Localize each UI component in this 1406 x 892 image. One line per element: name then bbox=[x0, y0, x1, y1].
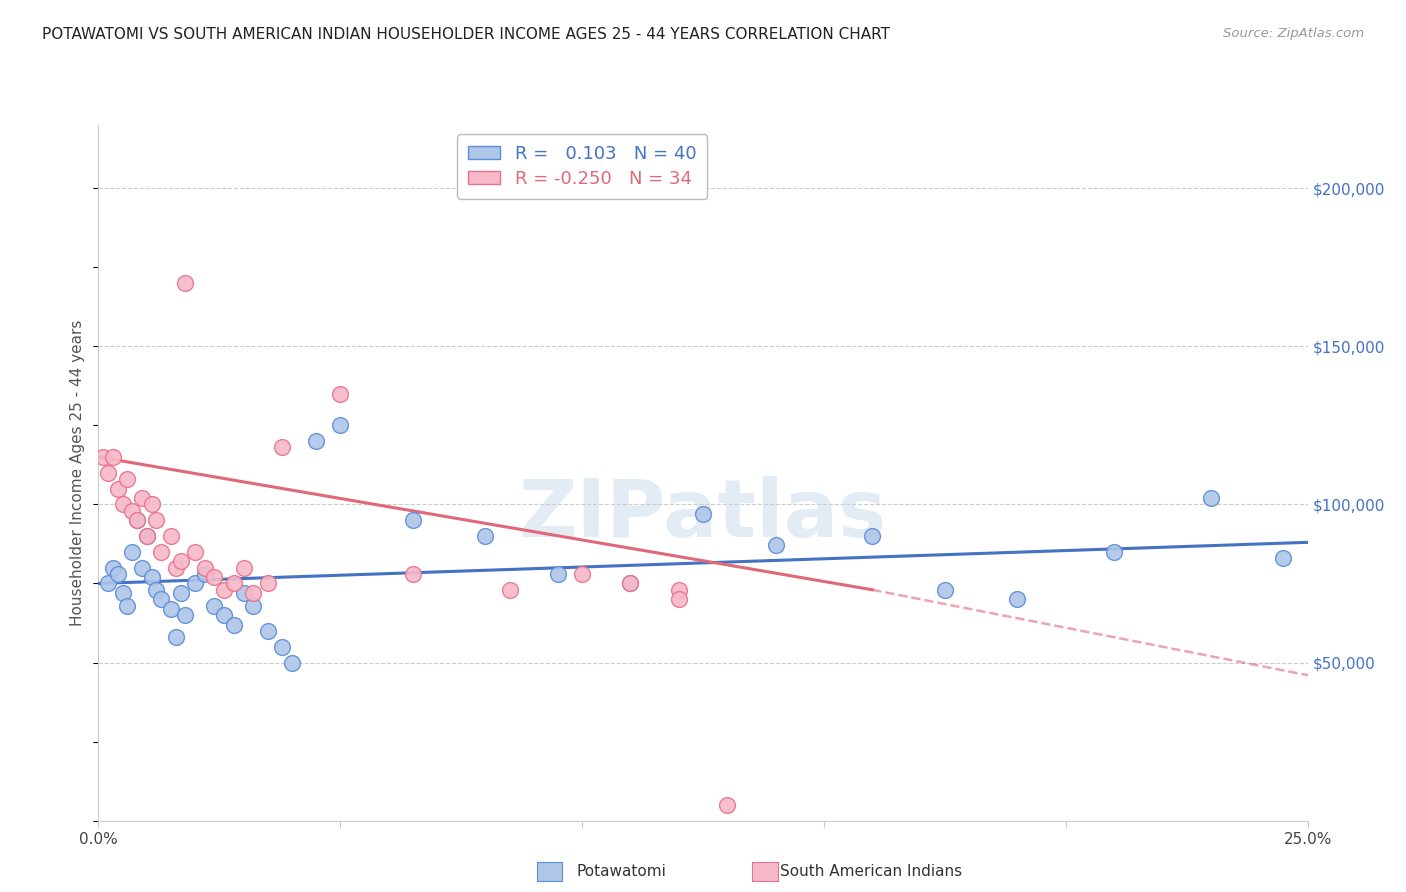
Point bbox=[101, 560, 124, 574]
Point bbox=[668, 592, 690, 607]
Point bbox=[184, 545, 207, 559]
Point bbox=[111, 497, 134, 511]
Point bbox=[131, 491, 153, 505]
Point bbox=[232, 586, 254, 600]
Point bbox=[127, 513, 149, 527]
Point bbox=[97, 576, 120, 591]
Point bbox=[329, 386, 352, 401]
Point bbox=[194, 560, 217, 574]
Point bbox=[160, 529, 183, 543]
Point bbox=[212, 582, 235, 597]
Point bbox=[242, 599, 264, 613]
Point bbox=[765, 539, 787, 553]
Point bbox=[329, 418, 352, 433]
Point bbox=[174, 276, 197, 290]
Point bbox=[222, 576, 245, 591]
Point bbox=[222, 617, 245, 632]
Legend: R =   0.103   N = 40, R = -0.250   N = 34: R = 0.103 N = 40, R = -0.250 N = 34 bbox=[457, 134, 707, 199]
Point bbox=[135, 529, 157, 543]
Point bbox=[107, 482, 129, 496]
Point bbox=[101, 450, 124, 464]
Point bbox=[91, 450, 114, 464]
Point bbox=[232, 560, 254, 574]
Text: Potawatomi: Potawatomi bbox=[576, 864, 666, 879]
Point bbox=[141, 497, 163, 511]
Point bbox=[204, 599, 226, 613]
Point bbox=[165, 630, 187, 644]
Point bbox=[619, 576, 641, 591]
Point bbox=[571, 566, 593, 581]
Point bbox=[256, 624, 278, 638]
Point bbox=[271, 640, 294, 654]
Point bbox=[305, 434, 328, 449]
Point bbox=[107, 566, 129, 581]
Point bbox=[169, 586, 191, 600]
Point bbox=[498, 582, 520, 597]
Point bbox=[169, 554, 191, 568]
Point bbox=[174, 608, 197, 623]
Point bbox=[150, 592, 173, 607]
Point bbox=[145, 513, 167, 527]
Point bbox=[547, 566, 569, 581]
Point bbox=[1272, 551, 1295, 566]
Point bbox=[117, 472, 139, 486]
Text: ZIPatlas: ZIPatlas bbox=[519, 475, 887, 554]
Point bbox=[160, 601, 183, 615]
Point bbox=[402, 513, 425, 527]
Point bbox=[97, 466, 120, 480]
Point bbox=[619, 576, 641, 591]
Point bbox=[145, 582, 167, 597]
Point bbox=[184, 576, 207, 591]
Point bbox=[271, 441, 294, 455]
Point bbox=[1102, 545, 1125, 559]
Point bbox=[135, 529, 157, 543]
Point bbox=[256, 576, 278, 591]
Point bbox=[141, 570, 163, 584]
Point bbox=[692, 507, 714, 521]
Point bbox=[1199, 491, 1222, 505]
Point bbox=[121, 545, 143, 559]
Text: Source: ZipAtlas.com: Source: ZipAtlas.com bbox=[1223, 27, 1364, 40]
Point bbox=[242, 586, 264, 600]
Text: POTAWATOMI VS SOUTH AMERICAN INDIAN HOUSEHOLDER INCOME AGES 25 - 44 YEARS CORREL: POTAWATOMI VS SOUTH AMERICAN INDIAN HOUS… bbox=[42, 27, 890, 42]
Point bbox=[402, 566, 425, 581]
Point bbox=[117, 599, 139, 613]
Point bbox=[934, 582, 956, 597]
Point bbox=[860, 529, 883, 543]
Point bbox=[281, 656, 304, 670]
Point bbox=[212, 608, 235, 623]
Point bbox=[165, 560, 187, 574]
Y-axis label: Householder Income Ages 25 - 44 years: Householder Income Ages 25 - 44 years bbox=[70, 319, 86, 626]
Point bbox=[111, 586, 134, 600]
Point bbox=[131, 560, 153, 574]
Point bbox=[204, 570, 226, 584]
Point bbox=[1007, 592, 1029, 607]
Point bbox=[716, 797, 738, 812]
Point bbox=[121, 504, 143, 518]
Text: South American Indians: South American Indians bbox=[780, 864, 963, 879]
Point bbox=[474, 529, 496, 543]
Point bbox=[127, 513, 149, 527]
Point bbox=[150, 545, 173, 559]
Point bbox=[668, 582, 690, 597]
Point bbox=[194, 566, 217, 581]
